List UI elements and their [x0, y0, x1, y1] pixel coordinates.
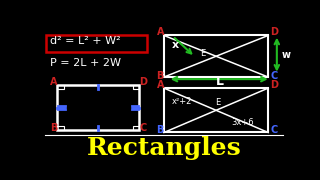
Bar: [57, 85, 64, 89]
Text: d² = L² + W²: d² = L² + W²: [50, 36, 121, 46]
Text: A: A: [156, 80, 164, 90]
Text: C: C: [271, 125, 278, 135]
Text: D: D: [139, 77, 147, 87]
Text: w: w: [282, 50, 291, 60]
Bar: [57, 126, 64, 130]
Text: C: C: [139, 123, 147, 133]
Text: D: D: [270, 80, 278, 90]
Text: x²+2: x²+2: [172, 98, 192, 107]
Text: A: A: [50, 77, 57, 87]
Text: L: L: [216, 75, 224, 88]
Text: P = 2L + 2W: P = 2L + 2W: [50, 58, 121, 68]
Text: x: x: [172, 40, 179, 50]
Bar: [133, 85, 139, 89]
Text: B: B: [50, 123, 57, 133]
Bar: [133, 126, 139, 130]
Text: E: E: [200, 49, 205, 58]
Text: E: E: [215, 98, 220, 107]
Text: B: B: [156, 125, 164, 135]
Text: B: B: [156, 71, 164, 81]
Text: 3x+6: 3x+6: [231, 118, 253, 127]
Text: C: C: [271, 71, 278, 81]
Bar: [57, 85, 139, 130]
Text: Rectangles: Rectangles: [87, 136, 241, 160]
Text: A: A: [156, 27, 164, 37]
Bar: [164, 35, 268, 77]
Bar: [164, 88, 268, 132]
Text: D: D: [270, 27, 278, 37]
